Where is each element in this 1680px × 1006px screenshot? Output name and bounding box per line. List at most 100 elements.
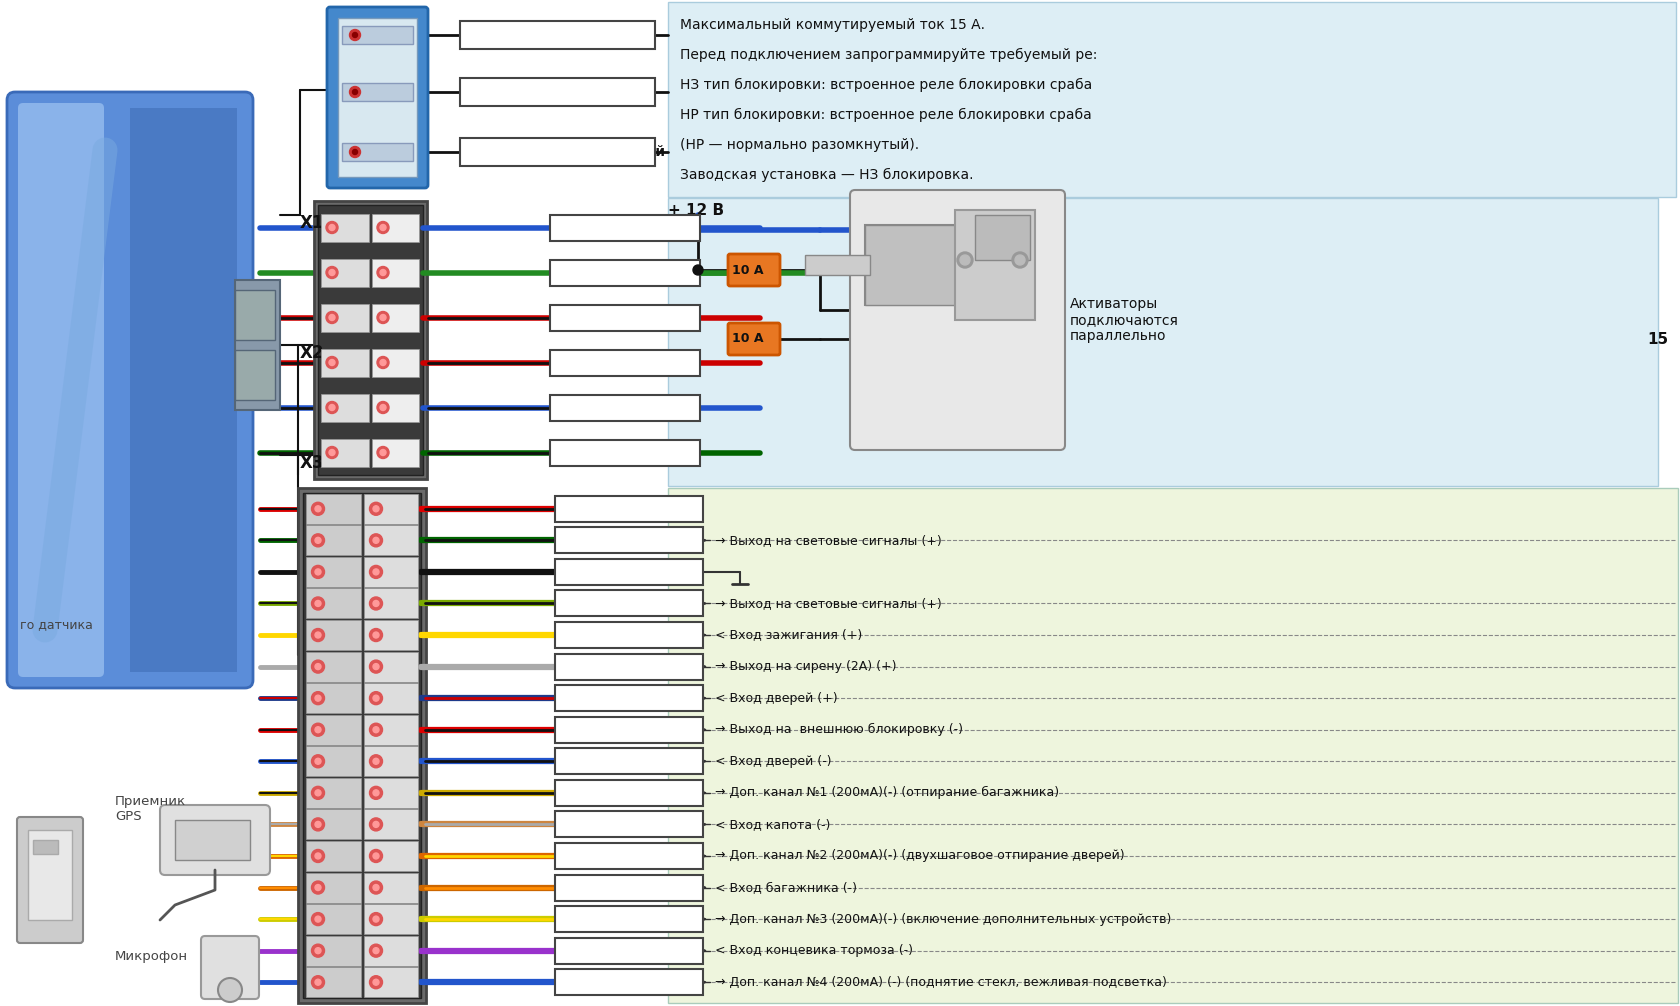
Bar (549, 349, 699, 375)
Circle shape (376, 267, 388, 279)
Circle shape (349, 147, 360, 158)
Bar (129, 108, 237, 672)
Circle shape (370, 849, 383, 862)
Bar (321, 304, 370, 332)
Bar (321, 213, 370, 241)
FancyBboxPatch shape (328, 7, 428, 188)
Text: зелено-черный: зелено-черный (556, 446, 674, 459)
Circle shape (314, 726, 321, 732)
FancyBboxPatch shape (850, 190, 1065, 450)
Text: го датчика: го датчика (20, 619, 92, 632)
Circle shape (311, 754, 324, 768)
Bar (321, 259, 370, 287)
Circle shape (326, 447, 338, 459)
Text: Микрофон: Микрофон (114, 950, 188, 963)
Circle shape (370, 976, 383, 989)
Bar (321, 439, 370, 467)
Bar (338, 18, 417, 177)
Bar (554, 843, 702, 869)
Text: + 12 В: + 12 В (667, 203, 724, 218)
Circle shape (370, 912, 383, 926)
Circle shape (373, 884, 378, 890)
Circle shape (373, 664, 378, 670)
Circle shape (311, 787, 324, 800)
Text: X3: X3 (299, 454, 324, 472)
Text: красный: красный (561, 502, 622, 515)
Text: желто-красный: желто-красный (561, 849, 674, 862)
Circle shape (326, 356, 338, 368)
Bar (667, 2, 1675, 197)
Circle shape (370, 692, 383, 704)
Circle shape (373, 695, 378, 701)
Circle shape (373, 601, 378, 607)
Bar (554, 938, 702, 964)
Bar (235, 290, 276, 340)
Bar (371, 393, 418, 422)
Circle shape (380, 404, 386, 410)
Text: общий: общий (465, 28, 519, 42)
Circle shape (326, 312, 338, 324)
Circle shape (373, 822, 378, 827)
Text: → Доп. канал №2 (200мА)(-) (двухшаговое отпирание дверей): → Доп. канал №2 (200мА)(-) (двухшаговое … (714, 849, 1124, 862)
Circle shape (314, 759, 321, 765)
Circle shape (370, 565, 383, 578)
Circle shape (314, 664, 321, 670)
Circle shape (314, 695, 321, 701)
Circle shape (376, 447, 388, 459)
Bar (306, 841, 361, 871)
Circle shape (380, 450, 386, 456)
Circle shape (370, 629, 383, 642)
Text: серый: серый (561, 660, 605, 673)
Bar (235, 350, 276, 400)
Circle shape (373, 790, 378, 796)
Text: < Вход зажигания (+): < Вход зажигания (+) (714, 629, 862, 642)
Circle shape (329, 450, 334, 456)
Bar (460, 78, 655, 106)
Circle shape (959, 255, 969, 265)
Circle shape (314, 979, 321, 985)
Bar (306, 872, 361, 902)
Circle shape (370, 881, 383, 894)
Bar (554, 780, 702, 806)
Bar (667, 488, 1677, 1003)
Circle shape (329, 315, 334, 321)
Circle shape (370, 660, 383, 673)
Circle shape (370, 502, 383, 515)
Circle shape (370, 945, 383, 957)
Bar (306, 936, 361, 966)
Bar (865, 225, 1005, 305)
Bar (365, 810, 418, 839)
Bar (365, 494, 418, 524)
Circle shape (1015, 255, 1025, 265)
Text: X2: X2 (299, 344, 324, 362)
Text: черно-красный: черно-красный (561, 723, 670, 736)
Circle shape (373, 726, 378, 732)
Bar (554, 654, 702, 680)
Circle shape (370, 597, 383, 610)
Bar (549, 305, 699, 331)
Circle shape (314, 822, 321, 827)
Text: зелено-черный: зелено-черный (561, 534, 670, 547)
Circle shape (311, 945, 324, 957)
Circle shape (370, 754, 383, 768)
Bar (554, 874, 702, 900)
Bar (365, 589, 418, 619)
Circle shape (311, 723, 324, 736)
Bar (865, 225, 954, 305)
Bar (314, 201, 427, 479)
Circle shape (376, 356, 388, 368)
Bar (365, 967, 418, 997)
Text: → Выход на световые сигналы (+): → Выход на световые сигналы (+) (714, 534, 941, 547)
Circle shape (373, 979, 378, 985)
Circle shape (380, 270, 386, 276)
Circle shape (314, 853, 321, 859)
Text: сине-черный: сине-черный (561, 754, 654, 768)
Bar (306, 967, 361, 997)
Circle shape (380, 224, 386, 230)
Circle shape (376, 401, 388, 413)
Circle shape (311, 849, 324, 862)
Bar (460, 138, 655, 166)
Bar (554, 527, 702, 553)
Text: зелено-желтый: зелено-желтый (561, 597, 674, 610)
Text: оранж.-фиолет.: оранж.-фиолет. (561, 945, 677, 957)
